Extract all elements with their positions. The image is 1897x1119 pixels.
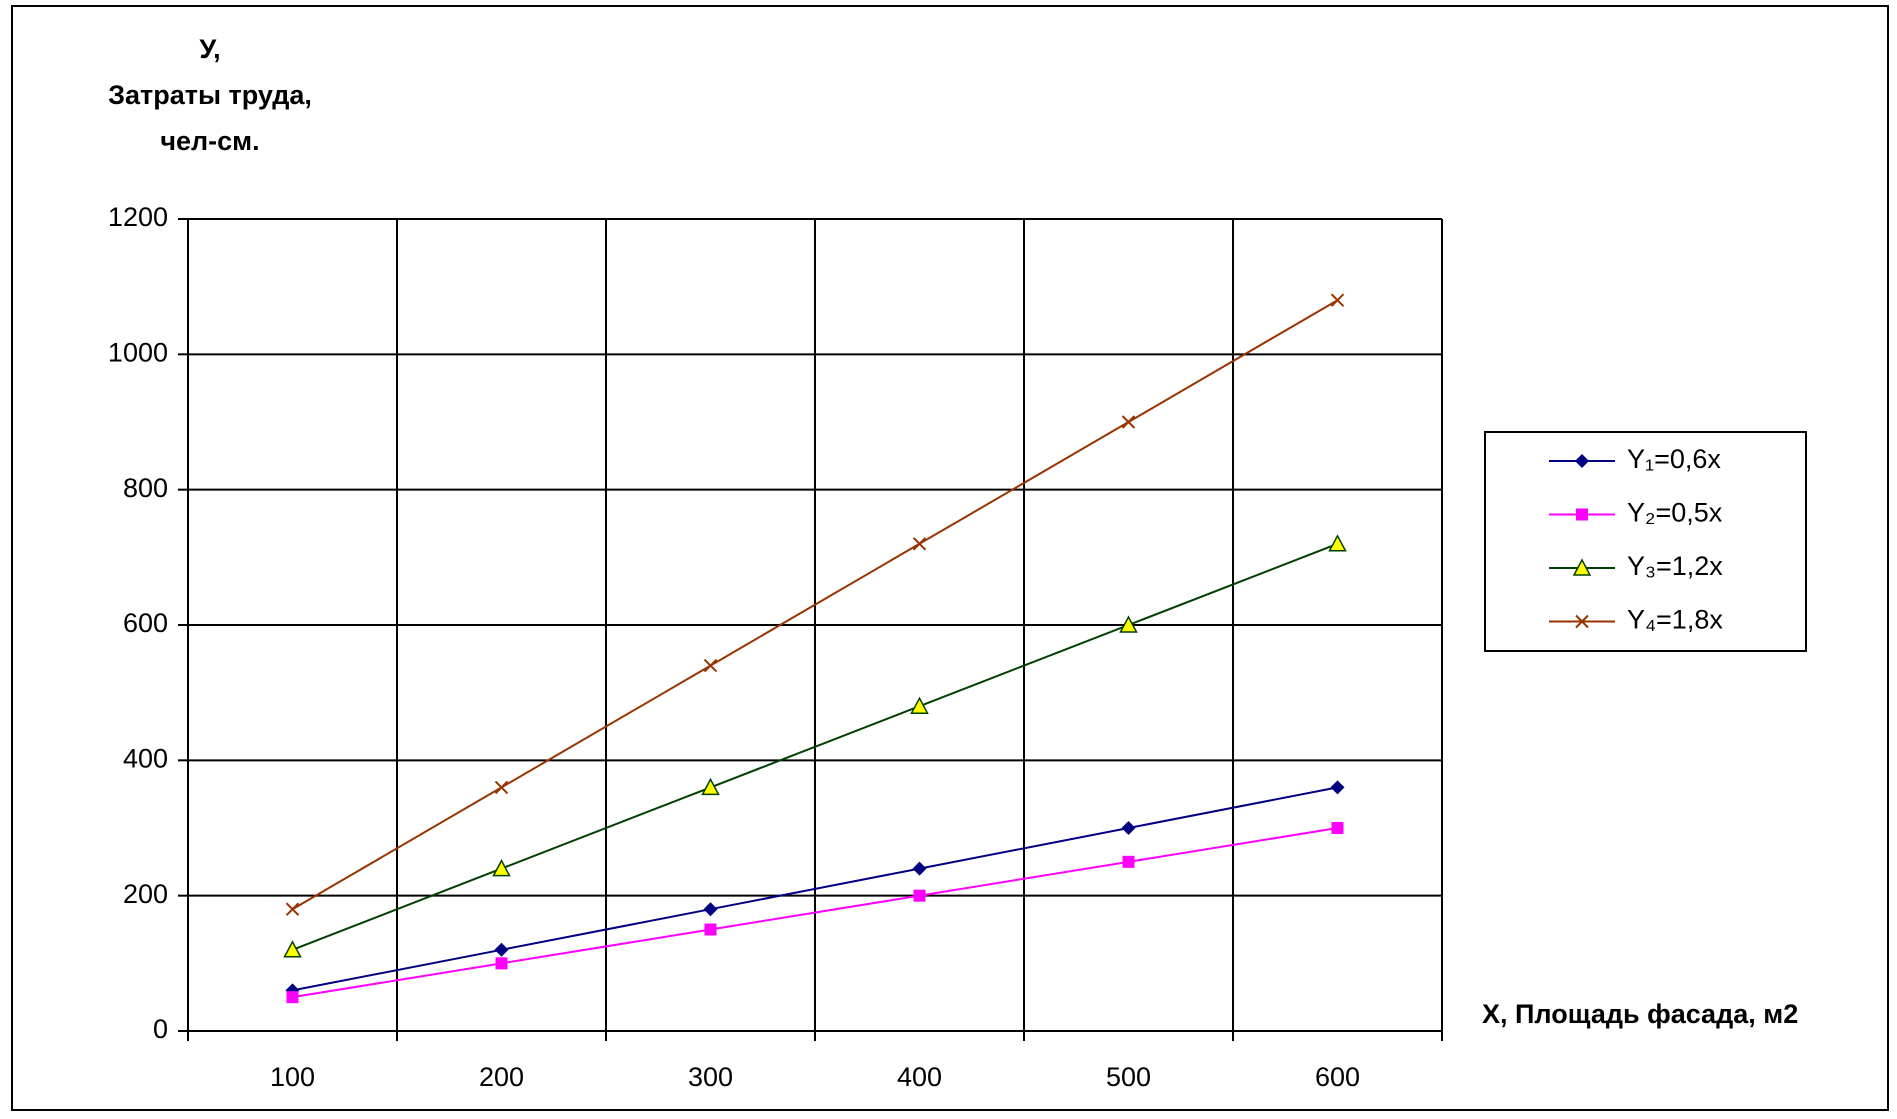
- y-tick-label: 800: [123, 473, 168, 503]
- x-tick-label: 300: [688, 1062, 733, 1092]
- point: [494, 780, 509, 795]
- x-tick-label: 500: [1106, 1062, 1151, 1092]
- point: [913, 889, 926, 902]
- legend-marker: [1575, 614, 1589, 629]
- x-axis-label: Х, Площадь фасада, м2: [1482, 999, 1798, 1029]
- point: [1119, 615, 1138, 633]
- x-tick-label: 400: [897, 1062, 942, 1092]
- series-line: [292, 542, 1338, 951]
- y-tick-label: 1000: [108, 337, 168, 367]
- legend-box: [1484, 431, 1807, 652]
- legend-marker: [1576, 508, 1588, 521]
- point: [1121, 821, 1136, 835]
- point: [912, 861, 927, 876]
- point: [910, 696, 929, 714]
- legend-marker: [1575, 454, 1589, 468]
- y-tick-label: 200: [123, 879, 168, 909]
- y-axis-label: чел-см.: [160, 126, 259, 156]
- point: [701, 777, 720, 796]
- point: [1331, 822, 1344, 834]
- point: [1330, 293, 1345, 307]
- series-line: [291, 299, 1339, 911]
- x-tick-label: 100: [270, 1062, 315, 1092]
- legend-label: Y₂=0,5x: [1627, 498, 1723, 528]
- point: [1121, 415, 1136, 429]
- legend-marker: [1572, 558, 1592, 576]
- point: [704, 923, 717, 936]
- series-line: [292, 827, 1338, 999]
- y-axis-label: У,: [199, 34, 220, 64]
- point: [1122, 855, 1135, 868]
- y-tick-label: 0: [153, 1014, 168, 1044]
- x-tick-label: 600: [1315, 1062, 1360, 1092]
- point: [1330, 780, 1345, 795]
- point: [912, 537, 927, 551]
- x-tick-label: 200: [479, 1062, 524, 1092]
- y-tick-label: 400: [123, 743, 168, 773]
- legend-label: Y₄=1,8x: [1627, 605, 1723, 635]
- point: [1328, 534, 1347, 552]
- point: [285, 902, 300, 916]
- legend-label: Y₃=1,2x: [1627, 551, 1723, 581]
- point: [283, 940, 302, 958]
- point: [703, 658, 718, 673]
- point: [703, 902, 718, 917]
- y-tick-label: 1200: [108, 202, 168, 232]
- point: [495, 957, 508, 970]
- legend-label: Y₁=0,6x: [1627, 444, 1721, 474]
- point: [492, 859, 511, 877]
- y-tick-label: 600: [123, 608, 168, 638]
- point: [494, 942, 509, 957]
- point: [286, 991, 299, 1004]
- series-line: [292, 786, 1338, 992]
- y-axis-label: Затраты труда,: [108, 80, 312, 110]
